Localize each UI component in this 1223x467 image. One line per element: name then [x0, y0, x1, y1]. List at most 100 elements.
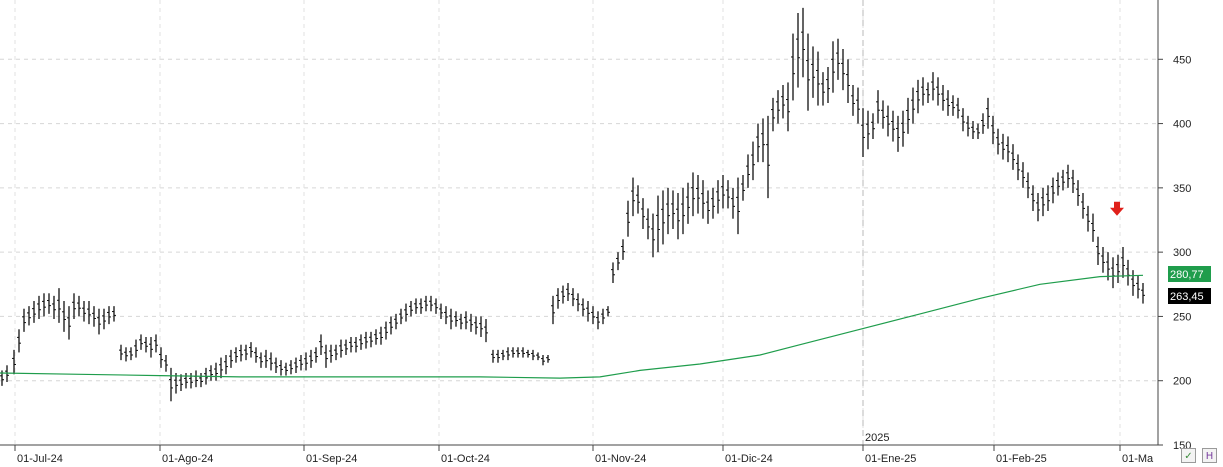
price-bar	[1071, 169, 1075, 193]
y-tick-label: 200	[1173, 376, 1191, 388]
price-bar	[591, 306, 595, 325]
price-bar	[334, 344, 338, 361]
price-bar	[526, 349, 530, 358]
save-icon[interactable]: H	[1202, 448, 1217, 463]
y-tick-label: 400	[1173, 119, 1191, 131]
price-bar	[269, 352, 273, 371]
price-bar	[736, 177, 740, 235]
price-bar	[22, 308, 26, 332]
price-bar	[636, 185, 640, 214]
price-bar	[164, 355, 168, 372]
price-bar	[404, 303, 408, 322]
price-bar	[1061, 169, 1065, 191]
price-bar	[1116, 254, 1120, 283]
x-tick-label: 01-Sep-24	[306, 453, 357, 465]
price-bar	[319, 334, 323, 355]
price-bar	[571, 288, 575, 307]
price-bar	[696, 175, 700, 214]
price-bar	[339, 339, 343, 358]
price-bar	[239, 344, 243, 362]
year-marker-label: 2025	[865, 432, 889, 444]
price-bar	[67, 306, 71, 340]
price-bar	[626, 200, 630, 237]
price-bar	[511, 347, 515, 358]
price-bar	[816, 51, 820, 106]
price-bar	[951, 95, 955, 116]
price-bar	[821, 72, 825, 106]
x-tick-label: 01-Dic-24	[725, 453, 773, 465]
price-bar	[1096, 236, 1100, 265]
price-bar	[896, 115, 900, 152]
price-bar	[641, 198, 645, 229]
price-bar	[364, 331, 368, 349]
price-bar	[856, 87, 860, 124]
y-tick-label: 450	[1173, 54, 1191, 66]
price-bar	[541, 355, 545, 366]
price-bar	[551, 295, 555, 325]
price-bar	[1011, 144, 1015, 170]
price-bar	[27, 306, 31, 326]
price-bar	[37, 295, 41, 319]
price-bar	[154, 334, 158, 353]
price-bar	[394, 313, 398, 330]
price-bar	[1106, 252, 1110, 281]
price-bar	[611, 262, 615, 283]
price-bar	[886, 105, 890, 137]
price-bar	[62, 301, 66, 332]
price-bar	[129, 347, 133, 361]
price-bar	[1076, 180, 1080, 206]
price-bar	[906, 97, 910, 134]
price-bar	[976, 123, 980, 139]
x-tick-label: 01-Ma	[1122, 453, 1154, 465]
price-bar	[309, 349, 313, 368]
price-bar	[469, 313, 473, 332]
price-bar	[454, 311, 458, 327]
price-bar	[1051, 177, 1055, 204]
sell-signal-arrow-icon	[1110, 201, 1124, 216]
price-bar	[1101, 247, 1105, 273]
price-bar	[961, 108, 965, 132]
price-bar	[796, 13, 800, 88]
price-bar	[299, 355, 303, 371]
price-bar	[359, 334, 363, 350]
price-bar	[876, 90, 880, 124]
price-bar	[601, 308, 605, 325]
price-bar	[1091, 213, 1095, 242]
price-bar	[12, 349, 16, 375]
price-bar	[42, 293, 46, 317]
x-tick-label: 01-Feb-25	[996, 453, 1047, 465]
price-bar	[484, 319, 488, 343]
price-bar	[244, 344, 248, 361]
price-bar	[916, 79, 920, 114]
price-bar	[761, 118, 765, 163]
price-bar	[811, 46, 815, 98]
svg-text:263,45: 263,45	[1170, 291, 1204, 303]
x-tick-label: 01-Nov-24	[595, 453, 646, 465]
price-bar	[921, 77, 925, 106]
price-bar	[97, 308, 101, 335]
price-bar	[791, 33, 795, 101]
price-bar	[429, 295, 433, 312]
price-bar	[259, 352, 263, 368]
price-bar	[52, 295, 56, 319]
price-bar	[506, 347, 510, 361]
price-bar	[801, 7, 805, 78]
price-bar	[264, 349, 268, 368]
price-bar	[621, 239, 625, 260]
price-bar	[209, 365, 213, 381]
price-bar	[751, 141, 755, 181]
price-bar	[124, 347, 128, 362]
price-bar	[716, 180, 720, 214]
price-bar	[1046, 185, 1050, 211]
price-bar	[1081, 193, 1085, 219]
price-bar	[491, 349, 495, 363]
chart-toggle-icon[interactable]: ✓	[1181, 448, 1196, 463]
price-bar	[701, 180, 705, 219]
price-bar	[434, 298, 438, 314]
price-bar	[1026, 172, 1030, 199]
price-bar	[479, 316, 483, 337]
price-bar	[344, 339, 348, 355]
price-bar	[459, 313, 463, 330]
price-bar	[651, 213, 655, 258]
price-bar	[57, 288, 61, 323]
